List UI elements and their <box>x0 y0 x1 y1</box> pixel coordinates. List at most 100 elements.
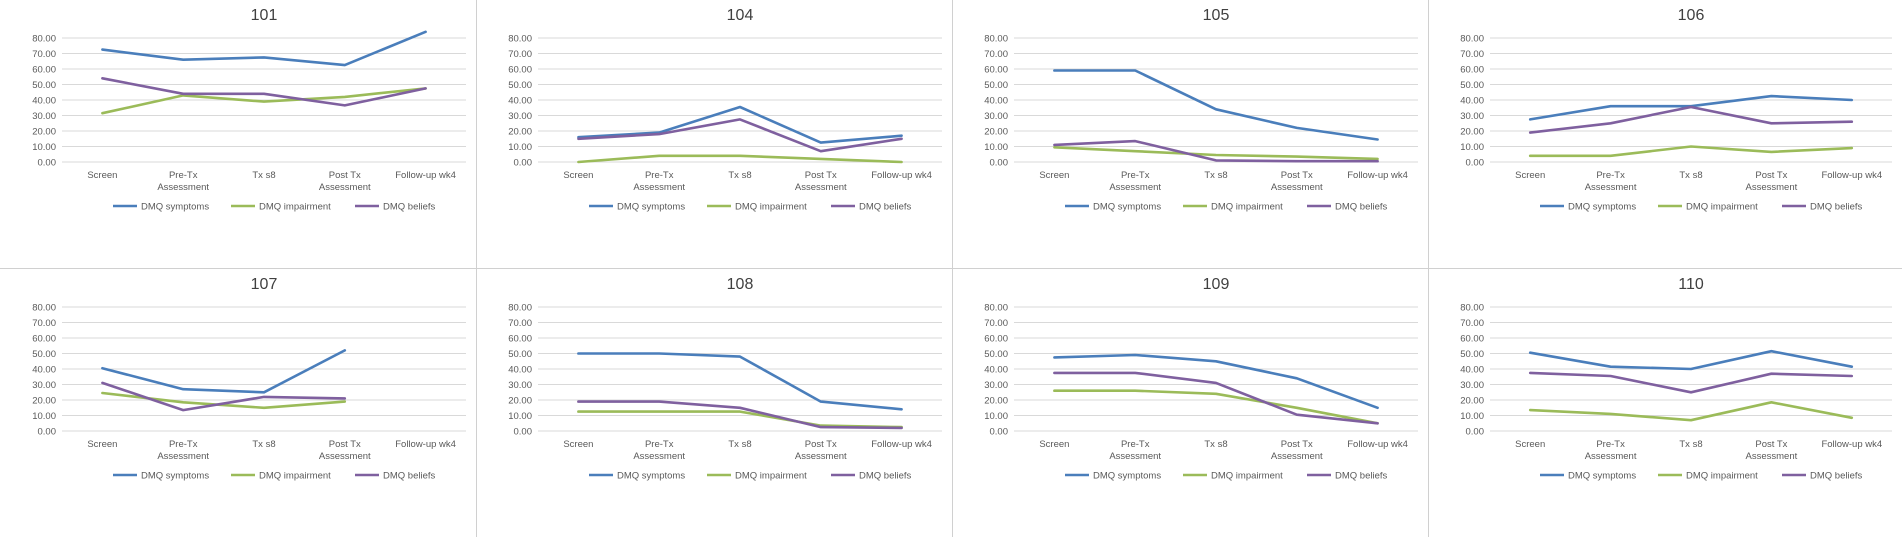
y-tick-label: 80.00 <box>1460 34 1484 45</box>
x-tick-label: Screen <box>563 439 593 450</box>
y-tick-label: 80.00 <box>984 303 1008 314</box>
y-tick-label: 0.00 <box>990 158 1009 169</box>
y-tick-label: 40.00 <box>984 96 1008 107</box>
y-tick-label: 10.00 <box>984 142 1008 153</box>
y-tick-label: 40.00 <box>508 365 532 376</box>
y-tick-label: 70.00 <box>984 49 1008 60</box>
legend-label: DMQ impairment <box>1211 471 1283 482</box>
y-tick-label: 10.00 <box>984 411 1008 422</box>
chart-title: 106 <box>1678 7 1705 24</box>
legend-label: DMQ symptoms <box>617 471 685 482</box>
chart-title: 109 <box>1203 276 1230 293</box>
chart-panel-108: 108 0.00 10.00 20.00 30.00 40.00 50.00 60.00 70.… <box>476 269 952 537</box>
x-tick-label: Pre-Tx Assessment <box>1585 170 1637 193</box>
legend-label: DMQ symptoms <box>1568 202 1636 213</box>
y-tick-label: 0.00 <box>1466 427 1485 438</box>
y-tick-label: 60.00 <box>32 334 56 345</box>
y-tick-label: 30.00 <box>984 380 1008 391</box>
y-tick-label: 10.00 <box>32 411 56 422</box>
legend-label: DMQ beliefs <box>859 471 912 482</box>
x-tick-label: Pre-Tx Assessment <box>1585 439 1637 462</box>
y-tick-label: 50.00 <box>508 349 532 360</box>
chart-panel-109: 109 0.00 10.00 20.00 30.00 40.00 50.00 60.00 70.… <box>952 269 1428 537</box>
divider-vertical-1 <box>476 0 477 537</box>
x-tick-label: Tx s8 <box>1204 170 1227 181</box>
y-tick-label: 40.00 <box>1460 96 1484 107</box>
legend-label: DMQ impairment <box>735 202 807 213</box>
chart-title: 107 <box>251 276 278 293</box>
y-tick-label: 80.00 <box>508 303 532 314</box>
y-tick-label: 80.00 <box>508 34 532 45</box>
x-tick-label: Follow-up wk4 <box>871 439 932 450</box>
y-tick-label: 20.00 <box>1460 127 1484 138</box>
x-tick-label: Tx s8 <box>1679 439 1702 450</box>
series-line-beliefs <box>577 118 903 153</box>
x-tick-label: Tx s8 <box>728 170 751 181</box>
legend-label: DMQ beliefs <box>383 202 436 213</box>
series-line-beliefs <box>1053 371 1379 425</box>
y-tick-label: 50.00 <box>1460 80 1484 91</box>
chart-title: 101 <box>251 7 278 24</box>
series-line-impairment <box>1528 145 1854 158</box>
x-tick-label: Post Tx Assessment <box>319 439 371 462</box>
legend-label: DMQ symptoms <box>1093 202 1161 213</box>
chart-svg: 109 0.00 10.00 20.00 30.00 40.00 50.00 60.00 70.… <box>984 276 1418 482</box>
y-tick-label: 20.00 <box>32 396 56 407</box>
series-line-symptoms <box>1053 69 1379 141</box>
y-tick-label: 70.00 <box>508 318 532 329</box>
series-line-beliefs <box>101 77 427 107</box>
series-line-symptoms <box>577 352 903 411</box>
y-tick-label: 10.00 <box>508 142 532 153</box>
legend-label: DMQ symptoms <box>1568 471 1636 482</box>
legend-label: DMQ symptoms <box>617 202 685 213</box>
y-tick-label: 0.00 <box>38 158 57 169</box>
y-tick-label: 40.00 <box>508 96 532 107</box>
y-tick-label: 40.00 <box>32 365 56 376</box>
x-tick-label: Post Tx Assessment <box>319 170 371 193</box>
legend-label: DMQ beliefs <box>1810 471 1863 482</box>
x-tick-label: Tx s8 <box>252 439 275 450</box>
x-tick-label: Pre-Tx Assessment <box>633 439 685 462</box>
chart-svg: 110 0.00 10.00 20.00 30.00 40.00 50.00 60.00 70.… <box>1460 276 1892 482</box>
series-line-impairment <box>101 87 427 115</box>
y-tick-label: 50.00 <box>984 349 1008 360</box>
y-tick-label: 20.00 <box>508 127 532 138</box>
x-tick-label: Screen <box>1515 170 1545 181</box>
chart-panel-110: 110 0.00 10.00 20.00 30.00 40.00 50.00 60.00 70.… <box>1428 269 1902 537</box>
chart-title: 104 <box>727 7 754 24</box>
x-tick-label: Tx s8 <box>252 170 275 181</box>
series-line-impairment <box>1053 389 1379 425</box>
y-tick-label: 20.00 <box>984 396 1008 407</box>
x-tick-label: Follow-up wk4 <box>1347 439 1408 450</box>
x-tick-label: Post Tx Assessment <box>795 170 847 193</box>
divider-horizontal <box>0 268 1902 269</box>
chart-title: 105 <box>1203 7 1230 24</box>
series-line-symptoms <box>1053 353 1379 410</box>
x-tick-label: Screen <box>1515 439 1545 450</box>
x-tick-label: Screen <box>87 170 117 181</box>
y-tick-label: 10.00 <box>1460 411 1484 422</box>
y-tick-label: 40.00 <box>984 365 1008 376</box>
x-tick-label: Follow-up wk4 <box>1821 439 1882 450</box>
x-tick-label: Post Tx Assessment <box>1271 170 1323 193</box>
legend-label: DMQ symptoms <box>141 202 209 213</box>
legend-label: DMQ impairment <box>1211 202 1283 213</box>
y-tick-label: 30.00 <box>32 380 56 391</box>
series-line-symptoms <box>1528 349 1854 371</box>
series-line-impairment <box>1528 401 1854 422</box>
y-tick-label: 70.00 <box>508 49 532 60</box>
y-tick-label: 50.00 <box>508 80 532 91</box>
divider-vertical-2 <box>952 0 953 537</box>
series-line-impairment <box>577 154 903 164</box>
x-tick-label: Post Tx Assessment <box>795 439 847 462</box>
series-line-symptoms <box>101 349 347 394</box>
x-tick-label: Follow-up wk4 <box>395 439 456 450</box>
y-tick-label: 60.00 <box>1460 65 1484 76</box>
y-tick-label: 30.00 <box>1460 111 1484 122</box>
y-tick-label: 60.00 <box>32 65 56 76</box>
y-tick-label: 10.00 <box>32 142 56 153</box>
legend-label: DMQ symptoms <box>141 471 209 482</box>
x-tick-label: Tx s8 <box>1204 439 1227 450</box>
legend-label: DMQ symptoms <box>1093 471 1161 482</box>
series-line-beliefs <box>1528 371 1854 394</box>
